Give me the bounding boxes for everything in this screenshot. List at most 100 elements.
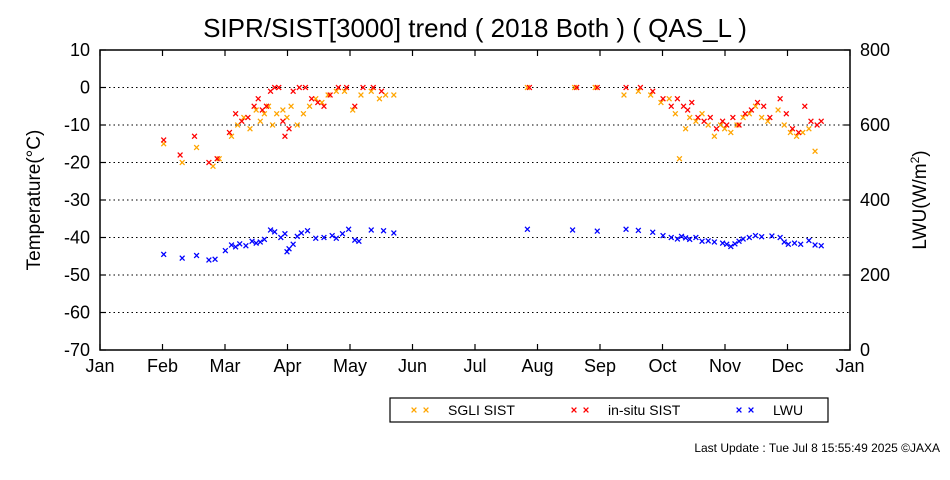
sgli-sist-point [390, 92, 397, 98]
sgli-sist-point [672, 110, 679, 117]
y2-tick-label: 0 [860, 340, 870, 360]
sgli-sist-point [269, 122, 276, 128]
lwu-point [699, 238, 705, 245]
sgli-sist-point [764, 118, 771, 125]
legend-marker [583, 407, 589, 413]
lwu-point [740, 236, 747, 242]
lwu-point [321, 234, 327, 241]
in-situ-sist-point [282, 133, 288, 140]
in-situ-sist-point [191, 133, 198, 140]
lwu-point [781, 239, 788, 245]
in-situ-sist-point [713, 125, 720, 132]
in-situ-sist-point [232, 110, 239, 117]
in-situ-sist-point [238, 118, 245, 125]
sgli-sist-point [193, 144, 200, 151]
in-situ-sist-point [767, 114, 773, 121]
sgli-sist-point [727, 129, 734, 136]
lwu-point [674, 236, 681, 242]
x-tick-label: Jan [835, 356, 864, 376]
lwu-point [368, 227, 375, 233]
in-situ-sist-point [321, 103, 327, 110]
lwu-point [232, 244, 239, 250]
sgli-sist-point [571, 84, 578, 91]
in-situ-sist-point [226, 129, 233, 136]
lwu-point [243, 242, 249, 249]
in-situ-sist-point [684, 107, 691, 113]
lwu-point [339, 230, 346, 237]
lwu-point [290, 241, 297, 248]
in-situ-sist-point [801, 103, 808, 110]
lwu-point [249, 238, 255, 245]
y-tick-label: -10 [64, 115, 90, 135]
lwu-point [686, 236, 693, 243]
lwu-point [390, 230, 397, 236]
lwu-point [727, 243, 734, 250]
y-tick-label: -50 [64, 265, 90, 285]
chart-title: SIPR/SIST[3000] trend ( 2018 Both ) ( QA… [203, 13, 747, 43]
in-situ-sist-point [160, 137, 167, 143]
sgli-sist-point [261, 110, 268, 117]
lwu-point [569, 227, 576, 233]
lwu-point [812, 242, 818, 248]
lwu-point [723, 241, 730, 248]
lwu-point [282, 230, 288, 237]
sgli-sist-point [686, 114, 693, 121]
lwu-point [693, 234, 699, 241]
lwu-point [253, 240, 260, 246]
sgli-sist-point [592, 84, 599, 91]
x-tick-label: Jun [398, 356, 427, 376]
sgli-sist-point [228, 133, 235, 140]
x-tick-label: Aug [521, 356, 553, 376]
in-situ-sist-point [818, 118, 825, 125]
sgli-sist-point [247, 125, 253, 132]
in-situ-sist-point [308, 95, 315, 102]
in-situ-sist-point [688, 99, 695, 106]
sgli-sist-point [740, 114, 747, 121]
lwu-point [284, 248, 290, 255]
x-tick-label: Oct [648, 356, 676, 376]
sgli-sist-point [682, 125, 689, 132]
in-situ-sist-point [707, 114, 714, 121]
lwu-point [261, 236, 268, 243]
lwu-point [752, 232, 759, 239]
sgli-sist-point [658, 99, 664, 106]
data-points [160, 84, 825, 263]
lwu-point [649, 229, 656, 236]
sgli-sist-point [711, 133, 718, 140]
in-situ-sist-point [730, 114, 736, 121]
lwu-point [345, 226, 352, 233]
lwu-point [777, 234, 783, 241]
sgli-sist-point [676, 155, 683, 162]
in-situ-sist-point [335, 84, 342, 91]
in-situ-sist-point [263, 103, 270, 110]
sgli-sist-point [306, 103, 313, 110]
sgli-sist-point [280, 107, 286, 113]
lwu-point [736, 238, 742, 245]
lwu-point [806, 237, 812, 244]
lwu-point [312, 235, 319, 242]
in-situ-sist-point [245, 114, 251, 121]
legend-marker [423, 407, 429, 413]
in-situ-sist-point [302, 84, 309, 91]
lwu-point [682, 235, 689, 241]
in-situ-sist-point [280, 118, 286, 125]
x-tick-label: Mar [210, 356, 241, 376]
lwu-point [711, 239, 718, 245]
sgli-sist-point [300, 110, 307, 117]
in-situ-sist-point [573, 84, 580, 91]
lwu-point [769, 233, 775, 239]
in-situ-sist-point [255, 95, 262, 102]
lwu-point [298, 230, 305, 236]
in-situ-sist-point [327, 92, 333, 98]
y-tick-label: -70 [64, 340, 90, 360]
in-situ-sist-point [674, 95, 681, 102]
legend-marker [571, 407, 577, 413]
lwu-point [678, 233, 685, 240]
x-axis: Jan Feb Mar Apr May Jun Jul Aug Sep Oct Nov Dec Jan [85, 50, 865, 376]
lwu-point [351, 237, 358, 243]
lwu-point [304, 227, 311, 234]
x-tick-label: Jan [85, 356, 114, 376]
lwu-point [594, 228, 601, 234]
legend-label: SGLI SIST [448, 402, 515, 418]
lwu-point [635, 227, 642, 234]
